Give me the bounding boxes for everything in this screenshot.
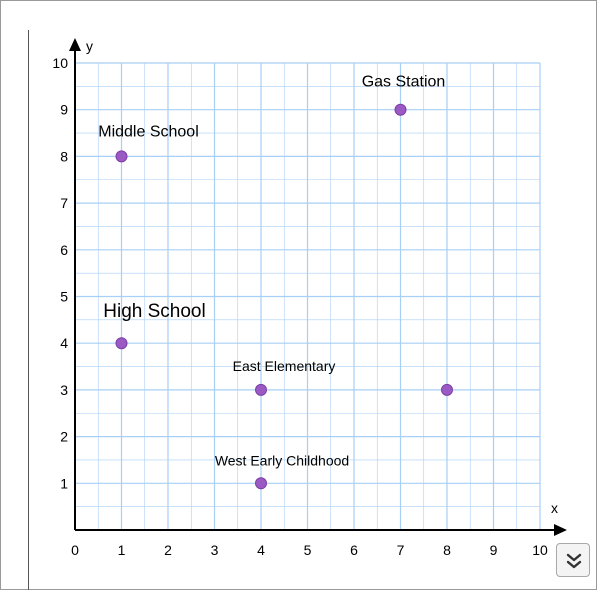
y-tick-label: 5 — [60, 289, 68, 305]
data-points — [115, 103, 453, 490]
axes: x y — [69, 38, 567, 536]
y-tick-label: 6 — [60, 242, 68, 258]
data-point — [115, 337, 128, 350]
x-tick-label: 5 — [304, 542, 312, 558]
left-rule — [28, 30, 29, 590]
x-tick-label: 8 — [443, 542, 451, 558]
x-tick-label: 6 — [350, 542, 358, 558]
y-axis-label: y — [86, 38, 93, 54]
expand-button[interactable] — [556, 543, 590, 577]
tick-labels: 0 1 2 3 4 5 6 7 8 9 10 1 2 3 4 5 6 7 8 9 10 — [52, 55, 548, 558]
x-axis-arrowhead — [554, 524, 567, 536]
x-tick-label: 2 — [164, 542, 172, 558]
x-tick-label: 7 — [397, 542, 405, 558]
y-tick-label: 7 — [60, 195, 68, 211]
y-tick-label: 10 — [52, 55, 68, 71]
data-point — [441, 383, 453, 396]
y-tick-label: 4 — [60, 335, 68, 351]
double-chevron-down-icon — [566, 553, 582, 569]
point-label: East Elementary — [233, 358, 336, 374]
data-point — [115, 150, 128, 163]
y-axis-arrowhead — [69, 38, 81, 51]
data-point — [394, 103, 407, 116]
y-tick-label: 3 — [60, 382, 68, 398]
x-tick-label: 3 — [211, 542, 219, 558]
point-label: Gas Station — [362, 74, 446, 91]
point-label: Middle School — [98, 123, 199, 140]
x-tick-label: 1 — [118, 542, 126, 558]
y-tick-label: 2 — [60, 429, 68, 445]
point-labels: Gas Station Middle School High School East … — [98, 74, 445, 469]
x-tick-label: 0 — [71, 542, 79, 558]
point-label: High School — [103, 301, 205, 322]
x-axis-label: x — [551, 500, 558, 516]
data-point — [255, 477, 267, 490]
point-label: West Early Childhood — [215, 452, 349, 468]
y-tick-label: 9 — [60, 102, 68, 118]
x-tick-label: 4 — [257, 542, 265, 558]
y-tick-label: 1 — [60, 475, 68, 491]
grid — [75, 62, 541, 530]
x-tick-label: 10 — [532, 542, 548, 558]
x-tick-label: 9 — [490, 542, 498, 558]
y-tick-label: 8 — [60, 148, 68, 164]
data-point — [255, 383, 267, 396]
